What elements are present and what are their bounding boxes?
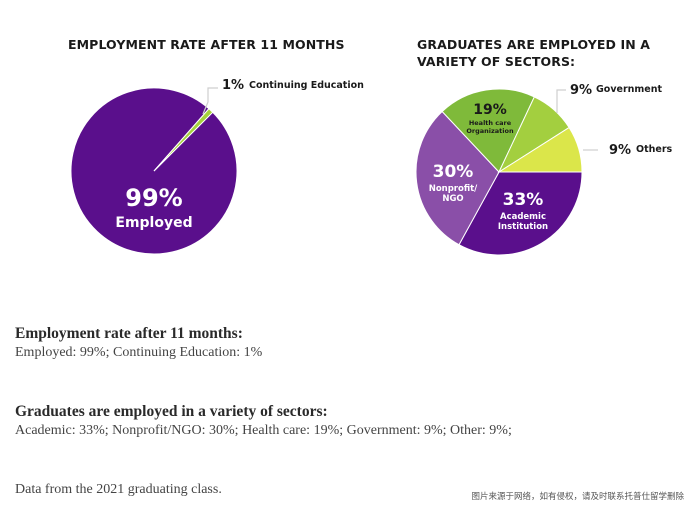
source-note: Data from the 2021 graduating class.	[15, 482, 222, 497]
summary-text: Academic: 33%; Nonprofit/NGO: 30%; Healt…	[15, 423, 512, 438]
leader-line-continuing-education	[202, 87, 218, 115]
pie-charts-canvas: 99% Employed 1% Continuing Education 33%Acad…	[70, 78, 673, 256]
pie-slice-health-care-organization	[441, 88, 536, 173]
data-label-continuing-education-name: Continuing Education	[249, 80, 364, 91]
data-label-others-value: 9%	[609, 143, 631, 158]
summary-sectors: Graduates are employed in a variety of s…	[15, 403, 512, 439]
pie-slice-others	[497, 126, 583, 173]
pie-slice-academic-institution	[458, 171, 583, 256]
data-label-government-name: Government	[596, 84, 663, 95]
data-label-government-value: 9%	[570, 83, 592, 98]
leader-line-government	[556, 89, 566, 113]
data-label-health-care-value: 19%	[473, 102, 507, 118]
data-label-academic-name: Academic Institution	[498, 212, 548, 232]
pie-slice-continuing-education	[153, 108, 214, 172]
data-label-nonprofit-value: 30%	[433, 162, 474, 182]
data-label-health-care-name: Health care Organization	[466, 119, 514, 135]
chart-title-employment: EMPLOYMENT RATE AFTER 11 MONTHS	[68, 37, 345, 52]
summary-text: Employed: 99%; Continuing Education: 1%	[15, 345, 263, 360]
data-label-employed-value: 99%	[125, 184, 182, 212]
data-label-others-name: Others	[636, 144, 673, 155]
data-label-nonprofit-name: Nonprofit/NGO	[429, 184, 478, 204]
watermark: 图片来源于网络，如有侵权，请及时联系托普仕留学删除	[471, 492, 684, 502]
summary-heading: Employment rate after 11 months:	[15, 325, 243, 342]
chart-title-sectors: GRADUATES ARE EMPLOYED IN A VARIETY OF S…	[417, 37, 651, 69]
summary-employment: Employment rate after 11 months: Employe…	[15, 325, 262, 361]
data-label-employed-name: Employed	[115, 215, 192, 231]
data-label-academic-value: 33%	[503, 190, 544, 210]
data-label-continuing-education-value: 1%	[222, 78, 244, 93]
summary-heading: Graduates are employed in a variety of s…	[15, 403, 328, 420]
pie-slice-nonprofit-ngo	[415, 110, 500, 246]
